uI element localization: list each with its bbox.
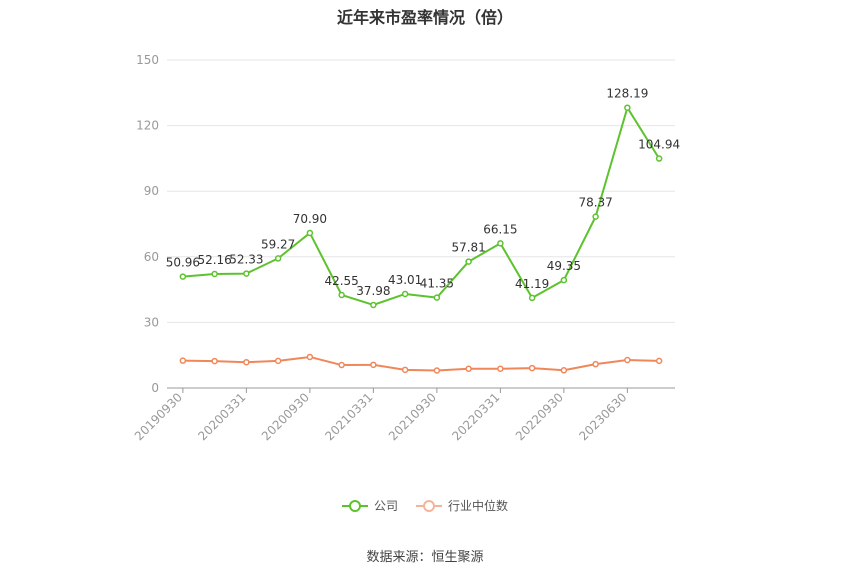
industry-median-data-point bbox=[274, 357, 282, 365]
data-source-note: 数据来源：恒生聚源 bbox=[366, 550, 484, 565]
company-data-point bbox=[624, 104, 631, 111]
legend-item-industry-median[interactable]: 行业中位数 bbox=[416, 497, 508, 514]
y-tick-label: 90 bbox=[144, 184, 159, 198]
x-tick-label: 20220930 bbox=[513, 390, 566, 443]
company-data-point bbox=[465, 258, 472, 265]
company-data-label: 66.15 bbox=[483, 222, 517, 236]
company-data-label: 104.94 bbox=[638, 138, 680, 152]
company-data-point bbox=[655, 155, 663, 162]
industry-median-data-point bbox=[401, 366, 409, 374]
industry-median-data-point bbox=[338, 361, 345, 369]
company-data-point bbox=[370, 301, 377, 309]
industry-median-data-point bbox=[433, 367, 441, 374]
x-tick-label: 20210930 bbox=[386, 390, 439, 443]
industry-median-data-point bbox=[624, 356, 631, 364]
y-tick-label: 30 bbox=[144, 315, 159, 329]
y-tick-label: 60 bbox=[144, 250, 159, 264]
chart-title: 近年来市盈率情况（倍） bbox=[336, 8, 513, 27]
company-data-point bbox=[179, 273, 187, 280]
company-data-point bbox=[560, 276, 568, 284]
industry-median-data-point bbox=[528, 364, 536, 372]
company-data-label: 57.81 bbox=[451, 241, 485, 255]
company-series-line bbox=[182, 106, 660, 306]
legend-item-company[interactable]: 公司 bbox=[341, 497, 398, 514]
company-data-point bbox=[338, 291, 345, 299]
company-data-label: 59.27 bbox=[261, 237, 295, 251]
industry-median-series-line bbox=[182, 355, 660, 372]
company-data-point bbox=[274, 255, 282, 262]
company-data-label: 49.35 bbox=[547, 259, 581, 273]
company-data-label: 43.01 bbox=[388, 273, 422, 287]
company-data-label: 52.33 bbox=[229, 253, 263, 267]
company-data-label: 42.55 bbox=[324, 274, 358, 288]
industry-median-data-point bbox=[497, 365, 504, 373]
company-data-label: 50.96 bbox=[166, 256, 200, 270]
x-tick-label: 20200930 bbox=[259, 390, 312, 443]
industry-median-data-point bbox=[211, 357, 218, 365]
x-tick-label: 20210331 bbox=[322, 390, 375, 443]
x-tick-label: 20190930 bbox=[132, 390, 185, 443]
y-tick-label: 150 bbox=[136, 53, 159, 67]
chart-legend: 公司 行业中位数 bbox=[0, 497, 850, 514]
x-tick-label: 20230630 bbox=[576, 390, 629, 443]
company-data-point bbox=[433, 294, 441, 301]
legend-label-industry-median: 行业中位数 bbox=[448, 499, 509, 513]
company-data-label: 78.37 bbox=[578, 196, 612, 210]
company-data-point bbox=[401, 290, 409, 298]
industry-median-data-point bbox=[243, 358, 250, 366]
company-data-label: 37.98 bbox=[356, 284, 390, 298]
industry-median-data-point bbox=[592, 360, 599, 368]
industry-median-data-point bbox=[306, 353, 314, 361]
x-tick-label: 20200331 bbox=[195, 390, 248, 443]
x-tick-label: 20220331 bbox=[449, 390, 502, 443]
y-tick-label: 0 bbox=[151, 381, 159, 395]
y-tick-label: 120 bbox=[136, 119, 159, 133]
legend-marker-company bbox=[341, 499, 368, 513]
legend-label-company: 公司 bbox=[373, 499, 398, 513]
company-data-point bbox=[243, 270, 250, 277]
industry-median-data-point bbox=[465, 365, 472, 373]
company-data-point bbox=[528, 294, 536, 302]
company-data-label: 41.19 bbox=[515, 277, 549, 291]
industry-median-data-point bbox=[370, 361, 377, 369]
industry-median-data-point bbox=[560, 367, 568, 374]
company-data-label: 52.16 bbox=[197, 253, 231, 267]
company-data-label: 128.19 bbox=[606, 87, 648, 101]
company-data-point bbox=[592, 213, 599, 220]
legend-marker-industry-median bbox=[416, 499, 442, 513]
company-data-point bbox=[211, 270, 218, 278]
company-data-label: 70.90 bbox=[293, 212, 327, 226]
company-data-label: 41.35 bbox=[420, 277, 454, 291]
industry-median-data-point bbox=[179, 357, 187, 364]
company-data-point bbox=[497, 240, 504, 247]
industry-median-data-point bbox=[655, 357, 663, 365]
company-data-point bbox=[306, 229, 314, 237]
